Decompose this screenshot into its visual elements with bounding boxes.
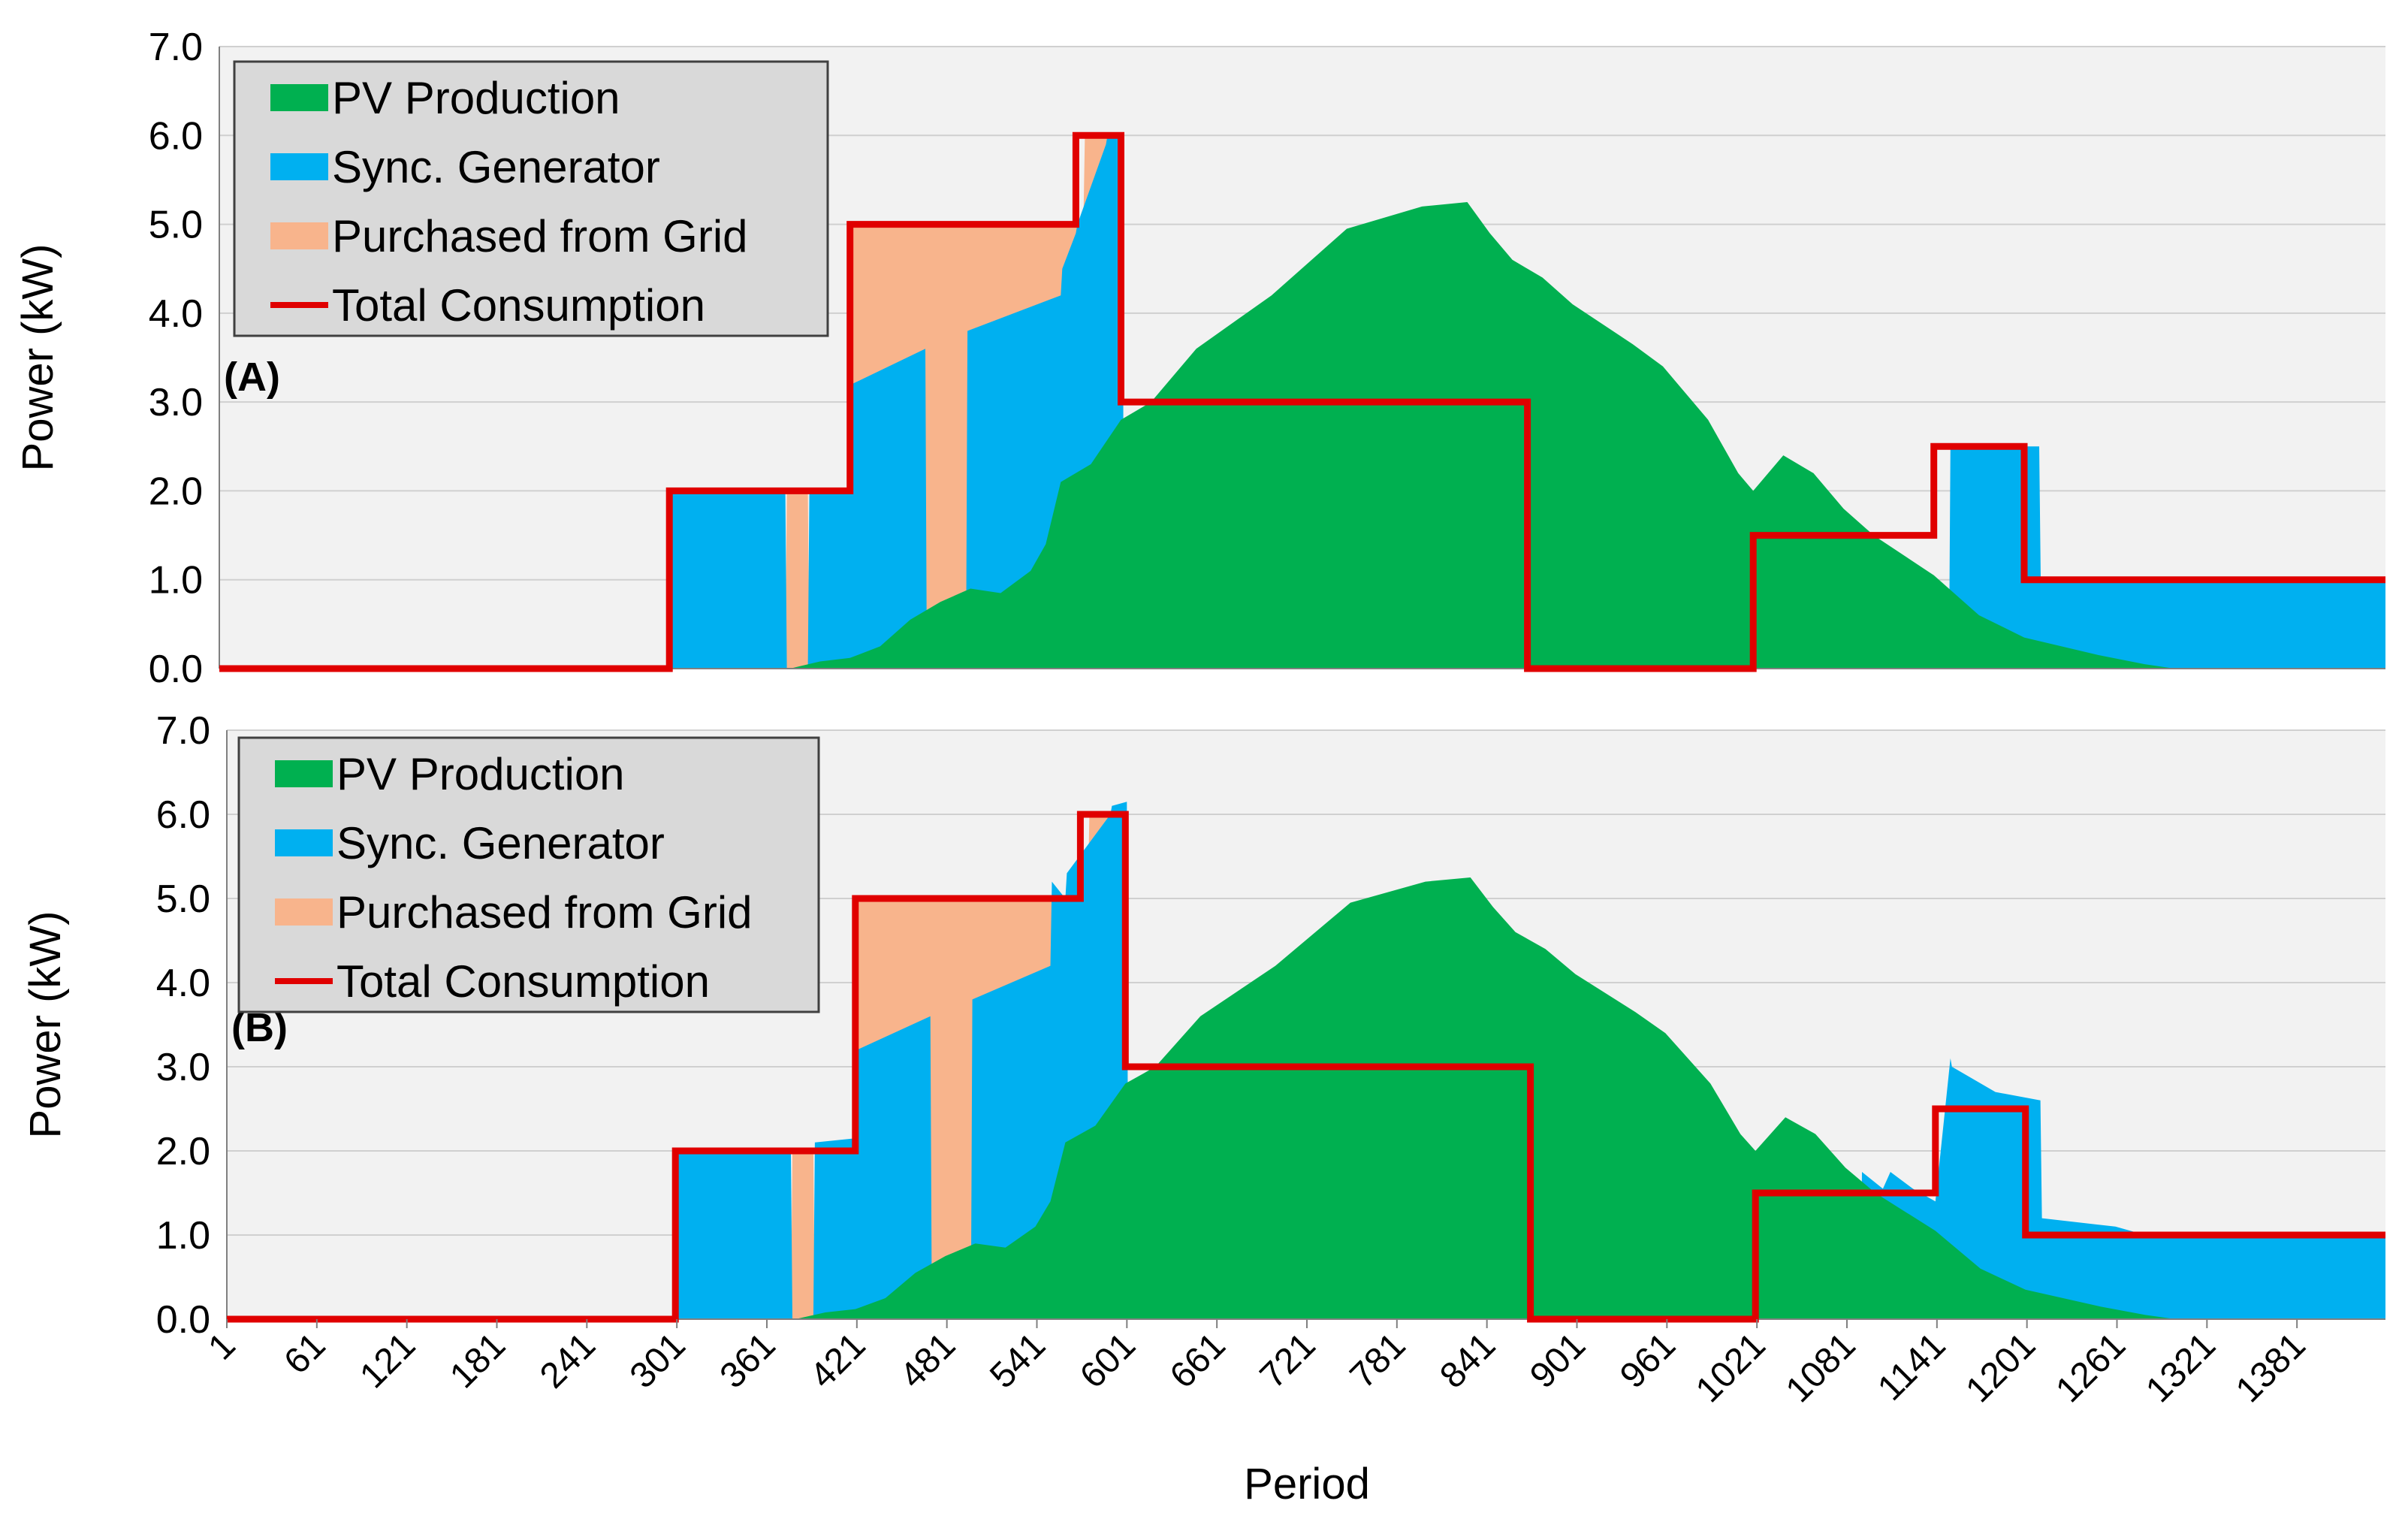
legend-swatch (270, 84, 328, 111)
x-axis-title: Period (1244, 1460, 1370, 1508)
x-tick-label: 481 (892, 1325, 963, 1396)
y-axis-title: Power (kW) (21, 911, 70, 1139)
x-tick-label: 961 (1613, 1325, 1683, 1396)
y-tick-label: 1.0 (156, 1214, 210, 1258)
x-tick-label: 361 (713, 1325, 783, 1396)
series-line-total-consumption (227, 811, 2385, 1323)
y-tick-label: 2.0 (149, 470, 203, 513)
series-line-total-consumption (219, 131, 2385, 672)
x-tick-label: 1021 (1688, 1325, 1773, 1410)
y-tick-label: 2.0 (156, 1130, 210, 1173)
legend-box (237, 736, 820, 1013)
legend-label: PV Production (336, 749, 625, 799)
x-tick-label: 1201 (1958, 1325, 2043, 1410)
y-tick-label: 6.0 (156, 793, 210, 837)
legend-box (233, 60, 829, 337)
legend-swatch (275, 898, 333, 926)
panel-label: (A) (224, 355, 280, 400)
legend-label: Purchased from Grid (332, 211, 748, 261)
panel-a: 0.0 1.0 2.0 3.0 4.0 5.0 6.0 7.0 Power (kW) (A) PV … (14, 26, 2385, 691)
y-tick-label: 3.0 (156, 1046, 210, 1089)
y-tick-label: 7.0 (156, 709, 210, 753)
legend-swatch (275, 829, 333, 856)
y-tick-label: 0.0 (149, 648, 203, 691)
legend-swatch (275, 760, 333, 787)
x-tick-label: 661 (1163, 1325, 1233, 1396)
x-tick-label: 841 (1432, 1325, 1503, 1396)
x-tick-label: 541 (982, 1325, 1053, 1396)
x-tick-label: 121 (352, 1325, 423, 1396)
y-tick-label: 6.0 (149, 114, 203, 158)
x-tick-label: 781 (1342, 1325, 1413, 1396)
series-area-sync-generator (227, 802, 2385, 1319)
y-axis-title: Power (kW) (14, 244, 62, 472)
legend-swatch (270, 222, 328, 249)
series-area-sync-generator (219, 135, 2385, 669)
x-tick-label: 61 (276, 1325, 333, 1382)
series-area-pv-production (219, 202, 2385, 669)
y-tick-label: 3.0 (149, 381, 203, 424)
x-tick-label: 901 (1522, 1325, 1593, 1396)
x-tick-label: 1081 (1779, 1325, 1863, 1410)
x-tick-label: 1321 (2138, 1325, 2223, 1410)
x-tick-label: 1381 (2228, 1325, 2313, 1410)
legend-label: Total Consumption (336, 956, 710, 1007)
x-tick-label: 421 (802, 1325, 873, 1396)
y-tick-label: 0.0 (156, 1298, 210, 1342)
legend: PV Production Sync. Generator Purchased fr… (237, 736, 820, 1013)
legend-label: Sync. Generator (336, 818, 665, 868)
x-tick-label: 241 (533, 1325, 603, 1396)
x-tick-label: 1261 (2048, 1325, 2133, 1410)
legend-label: Purchased from Grid (336, 887, 753, 938)
y-tick-label: 1.0 (149, 559, 203, 602)
x-tick-label: 1141 (1870, 1325, 1953, 1408)
y-tick-label: 5.0 (149, 204, 203, 247)
y-tick-label: 5.0 (156, 877, 210, 921)
series-area-pv-production (227, 877, 2385, 1319)
legend-swatch (270, 153, 328, 180)
y-tick-label: 4.0 (156, 962, 210, 1005)
x-tick-label: 301 (623, 1325, 693, 1396)
legend: PV Production Sync. Generator Purchased fr… (233, 60, 829, 337)
legend-label: Sync. Generator (332, 142, 660, 192)
x-tick-label: 181 (442, 1325, 513, 1396)
y-tick-label: 4.0 (149, 292, 203, 336)
x-tick-label: 721 (1253, 1325, 1323, 1396)
legend-label: Total Consumption (332, 280, 705, 331)
x-tick-label: 601 (1073, 1325, 1143, 1396)
y-tick-label: 7.0 (149, 26, 203, 69)
legend-label: PV Production (332, 73, 620, 123)
